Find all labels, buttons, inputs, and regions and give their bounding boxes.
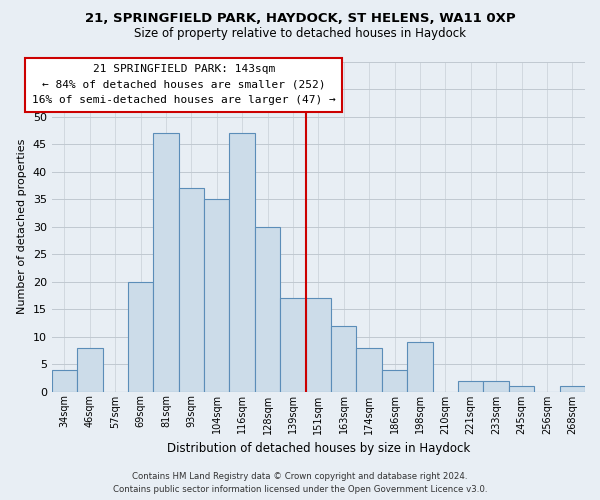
Bar bbox=[484, 380, 509, 392]
Bar bbox=[179, 188, 204, 392]
Bar bbox=[128, 282, 154, 392]
Bar bbox=[509, 386, 534, 392]
Bar bbox=[154, 133, 179, 392]
Bar bbox=[305, 298, 331, 392]
Bar bbox=[204, 199, 229, 392]
Y-axis label: Number of detached properties: Number of detached properties bbox=[17, 139, 27, 314]
Bar bbox=[407, 342, 433, 392]
Bar bbox=[255, 226, 280, 392]
Bar bbox=[52, 370, 77, 392]
Bar bbox=[229, 133, 255, 392]
Bar bbox=[280, 298, 305, 392]
Text: Size of property relative to detached houses in Haydock: Size of property relative to detached ho… bbox=[134, 28, 466, 40]
Bar bbox=[560, 386, 585, 392]
Text: 21, SPRINGFIELD PARK, HAYDOCK, ST HELENS, WA11 0XP: 21, SPRINGFIELD PARK, HAYDOCK, ST HELENS… bbox=[85, 12, 515, 26]
Text: Contains HM Land Registry data © Crown copyright and database right 2024.
Contai: Contains HM Land Registry data © Crown c… bbox=[113, 472, 487, 494]
Bar bbox=[458, 380, 484, 392]
Bar bbox=[356, 348, 382, 392]
Bar bbox=[331, 326, 356, 392]
Bar bbox=[382, 370, 407, 392]
Bar bbox=[77, 348, 103, 392]
Text: 21 SPRINGFIELD PARK: 143sqm
← 84% of detached houses are smaller (252)
16% of se: 21 SPRINGFIELD PARK: 143sqm ← 84% of det… bbox=[32, 64, 335, 106]
X-axis label: Distribution of detached houses by size in Haydock: Distribution of detached houses by size … bbox=[167, 442, 470, 455]
